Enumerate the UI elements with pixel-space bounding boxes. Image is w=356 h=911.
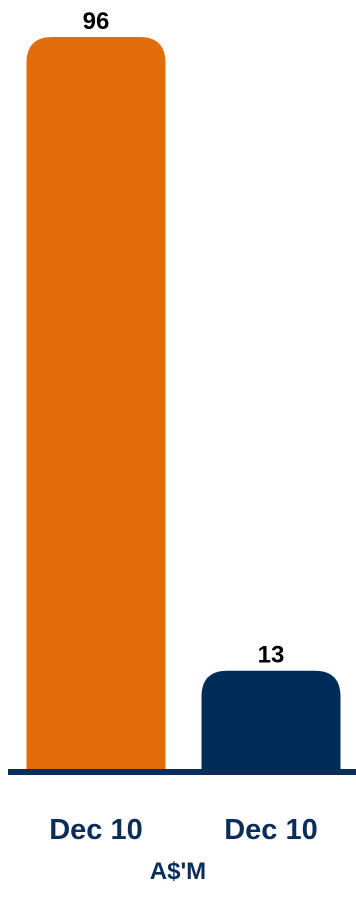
bar-1: [26, 37, 166, 770]
bar-value-label-1: 96: [83, 8, 110, 35]
bar-2: [201, 670, 341, 770]
value-labels-group: 96 13: [83, 8, 285, 669]
x-axis-unit-label: A$'M: [150, 858, 206, 885]
bar-value-label-2: 13: [258, 642, 285, 669]
x-tick-labels-group: Dec 10 Dec 10: [49, 814, 318, 846]
x-tick-label-1: Dec 10: [49, 814, 143, 846]
bars-group: [26, 37, 341, 770]
x-tick-label-2: Dec 10: [224, 814, 318, 846]
